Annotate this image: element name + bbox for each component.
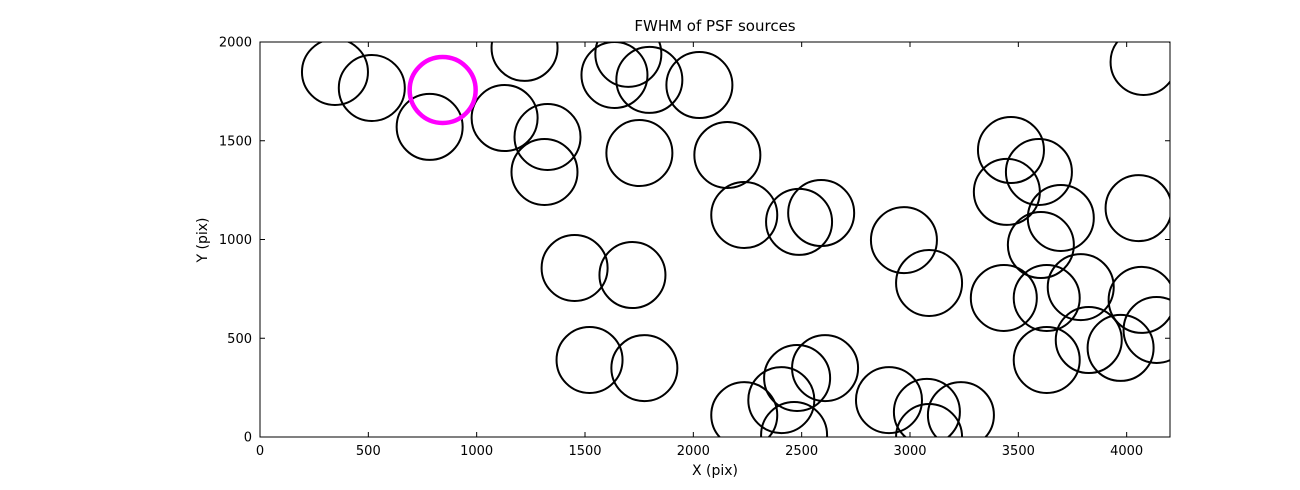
psf-source-circle bbox=[710, 181, 779, 250]
y-tick-label: 1500 bbox=[219, 134, 252, 149]
x-tick-label: 4000 bbox=[1110, 444, 1143, 459]
x-axis-label: X (pix) bbox=[692, 463, 738, 479]
psf-source-circle bbox=[892, 377, 961, 437]
y-axis-label: Y (pix) bbox=[195, 218, 211, 264]
psf-source-circle bbox=[490, 42, 559, 82]
sources-layer bbox=[300, 42, 1170, 437]
psf-source-circle bbox=[926, 381, 995, 437]
psf-source-circle bbox=[710, 381, 779, 437]
psf-source-circle bbox=[540, 233, 609, 302]
x-tick-label: 0 bbox=[256, 444, 264, 459]
psf-source-circle bbox=[976, 116, 1045, 185]
psf-source-circle bbox=[555, 325, 624, 394]
x-tick-label: 1000 bbox=[460, 444, 493, 459]
psf-source-circle bbox=[594, 42, 663, 88]
psf-source-circle bbox=[1046, 253, 1115, 322]
x-tick-label: 2000 bbox=[677, 444, 710, 459]
psf-source-circle bbox=[598, 241, 667, 310]
x-tick-label: 3000 bbox=[893, 444, 926, 459]
psf-source-circle bbox=[791, 334, 860, 403]
psf-source-circle bbox=[580, 42, 649, 109]
y-tick-label: 1000 bbox=[219, 233, 252, 248]
highlighted-source-circle bbox=[407, 54, 478, 126]
psf-source-circle bbox=[337, 54, 406, 123]
psf-source-circle bbox=[1012, 325, 1081, 394]
y-tick-label: 0 bbox=[244, 431, 252, 446]
psf-source-circle bbox=[1006, 211, 1075, 280]
psf-source-circle bbox=[615, 45, 684, 114]
psf-source-circle bbox=[787, 179, 856, 248]
psf-source-circle bbox=[969, 263, 1038, 332]
x-tick-label: 1500 bbox=[568, 444, 601, 459]
psf-source-circle bbox=[763, 343, 832, 412]
plot-area: 0 500 1000 1500 2000 2500 3000 3500 4000 0 500 1000… bbox=[219, 36, 1171, 459]
psf-source-circle bbox=[1107, 265, 1170, 334]
psf-source-circle bbox=[747, 366, 816, 435]
psf-source-circle bbox=[665, 51, 734, 120]
psf-source-circle bbox=[895, 403, 964, 437]
psf-source-circle bbox=[513, 102, 582, 171]
psf-source-circle bbox=[470, 84, 539, 153]
y-tick-label: 500 bbox=[227, 332, 252, 347]
psf-source-circle bbox=[395, 92, 464, 161]
psf-source-circle bbox=[1054, 306, 1123, 375]
chart-title: FWHM of PSF sources bbox=[634, 17, 795, 35]
psf-source-circle bbox=[610, 334, 679, 403]
psf-source-circle bbox=[854, 366, 923, 435]
psf-source-circle bbox=[605, 118, 674, 187]
y-tick-label: 2000 bbox=[219, 36, 252, 51]
x-tick-label: 2500 bbox=[785, 444, 818, 459]
plot-border bbox=[259, 41, 1171, 438]
psf-source-circle bbox=[300, 42, 369, 107]
psf-source-circle bbox=[869, 206, 938, 275]
psf-source-circle bbox=[1004, 137, 1073, 206]
psf-source-circle bbox=[1012, 263, 1081, 332]
psf-source-circle bbox=[510, 137, 579, 206]
psf-source-circle bbox=[1086, 313, 1155, 382]
psf-source-circle bbox=[1109, 42, 1170, 96]
psf-source-circle bbox=[760, 401, 829, 437]
psf-source-circle bbox=[1122, 295, 1170, 364]
psf-source-circle bbox=[1104, 174, 1170, 243]
psf-source-circle bbox=[1026, 183, 1095, 252]
x-tick-label: 500 bbox=[356, 444, 381, 459]
psf-source-circle bbox=[693, 120, 762, 189]
psf-source-circle bbox=[895, 248, 964, 317]
x-tick-label: 3500 bbox=[1002, 444, 1035, 459]
